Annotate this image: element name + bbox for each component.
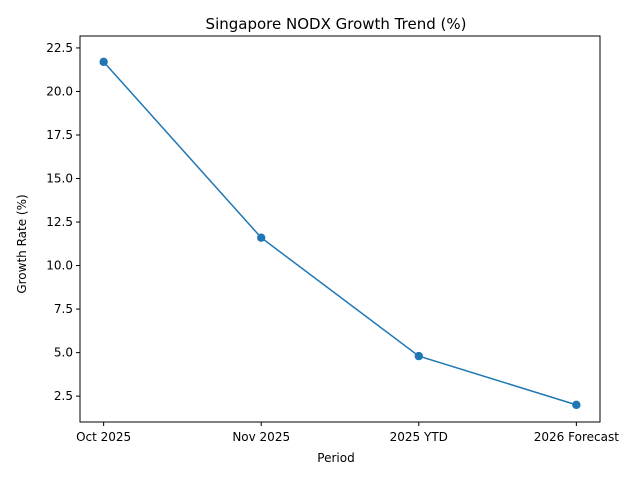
data-point	[572, 400, 581, 410]
y-tick-label: 10.0	[46, 259, 73, 273]
y-tick-label: 15.0	[46, 172, 73, 186]
data-point	[99, 57, 108, 67]
x-tick-label: Nov 2025	[232, 430, 290, 444]
series-line	[103, 61, 577, 406]
x-tick-label: Oct 2025	[76, 430, 131, 444]
y-axis-label: Growth Rate (%)	[15, 194, 29, 293]
x-axis-label: Period	[317, 451, 354, 465]
y-tick-label: 20.0	[46, 84, 73, 98]
y-tick-label: 12.5	[46, 215, 73, 229]
y-tick-label: 17.5	[46, 128, 73, 142]
chart-title: Singapore NODX Growth Trend (%)	[206, 15, 467, 33]
x-tick-label: 2026 Forecast	[534, 430, 619, 444]
x-tick-label: 2025 YTD	[390, 430, 448, 444]
y-tick-label: 22.5	[46, 41, 73, 55]
plot-frame	[79, 35, 601, 423]
data-point	[414, 351, 423, 361]
data-point	[257, 233, 266, 242]
y-tick-label: 7.5	[54, 302, 73, 316]
y-tick-label: 2.5	[54, 389, 73, 403]
y-tick-label: 5.0	[54, 346, 73, 360]
plot-area: Oct 2025 Nov 2025 2025 YTD 2026 Forecast 2.5…	[46, 35, 619, 444]
